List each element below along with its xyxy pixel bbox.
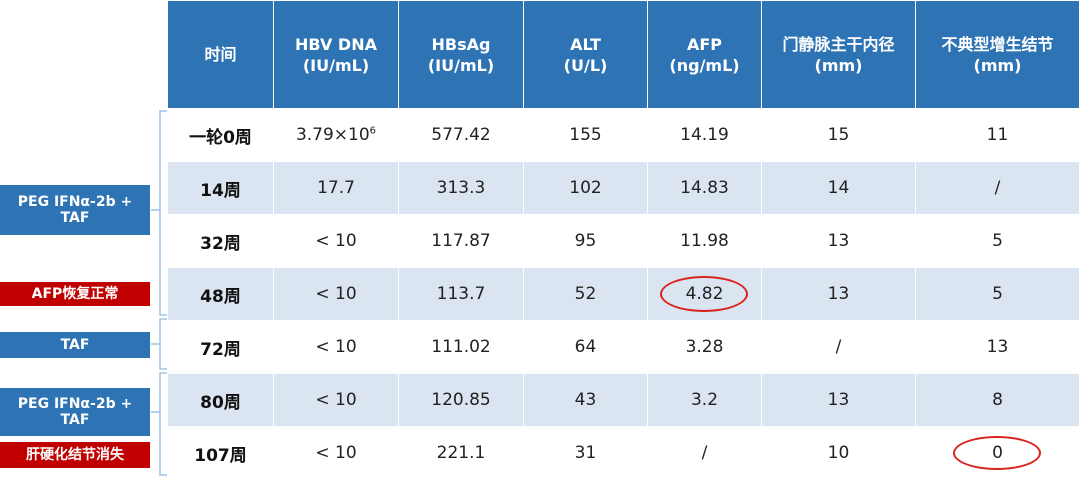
afp-value: 4.82 [685, 284, 724, 304]
bracket-phase-2 [150, 318, 170, 370]
cell-hbv-dna: < 10 [273, 214, 399, 268]
cell-time: 32周 [167, 214, 274, 268]
cell-portal-vein: 10 [761, 426, 916, 480]
treatment-timeline-table: 时间 HBV DNA (IU/mL) HBsAg (IU/mL) ALT (U/… [167, 0, 1080, 480]
cell-alt: 52 [523, 267, 648, 321]
cell-nodule: 11 [915, 108, 1080, 162]
cell-nodule: 0 [915, 426, 1080, 480]
cell-alt: 31 [523, 426, 648, 480]
cell-hbsag: 117.87 [398, 214, 524, 268]
cell-afp: 4.82 [647, 267, 762, 321]
header-alt: ALT (U/L) [523, 0, 648, 109]
cell-nodule: 5 [915, 267, 1080, 321]
table-row: 80周 < 10 120.85 43 3.2 13 8 [167, 373, 1080, 427]
cell-portal-vein: 13 [761, 214, 916, 268]
header-afp: AFP (ng/mL) [647, 0, 762, 109]
cell-time: 14周 [167, 161, 274, 215]
nodule-highlight: 0 [953, 436, 1042, 470]
label-peg-ifn-taf-2: PEG IFNα-2b + TAF [0, 388, 150, 436]
cell-nodule: 13 [915, 320, 1080, 374]
nodule-value: 0 [992, 443, 1003, 463]
header-row: 时间 HBV DNA (IU/mL) HBsAg (IU/mL) ALT (U/… [167, 0, 1080, 109]
cell-time: 48周 [167, 267, 274, 321]
header-hbsag: HBsAg (IU/mL) [398, 0, 524, 109]
table-row: 14周 17.7 313.3 102 14.83 14 / [167, 161, 1080, 215]
header-portal-vein: 门静脉主干内径 (mm) [761, 0, 916, 109]
cell-time: 一轮0周 [167, 108, 274, 162]
cell-nodule: 5 [915, 214, 1080, 268]
cell-alt: 155 [523, 108, 648, 162]
cell-afp: 14.19 [647, 108, 762, 162]
cell-alt: 95 [523, 214, 648, 268]
header-time: 时间 [167, 0, 274, 109]
table-row: 一轮0周 3.79×106 577.42 155 14.19 15 11 [167, 108, 1080, 162]
cell-afp: 11.98 [647, 214, 762, 268]
cell-afp: 14.83 [647, 161, 762, 215]
label-nodule-disappeared: 肝硬化结节消失 [0, 442, 150, 468]
cell-portal-vein: 13 [761, 267, 916, 321]
cell-hbv-dna: 17.7 [273, 161, 399, 215]
cell-hbv-dna: < 10 [273, 320, 399, 374]
label-afp-normalized: AFP恢复正常 [0, 282, 150, 306]
table-row: 48周 < 10 113.7 52 4.82 13 5 [167, 267, 1080, 321]
cell-alt: 102 [523, 161, 648, 215]
cell-time: 80周 [167, 373, 274, 427]
table-row: 72周 < 10 111.02 64 3.28 / 13 [167, 320, 1080, 374]
cell-afp: 3.28 [647, 320, 762, 374]
cell-hbsag: 577.42 [398, 108, 524, 162]
cell-nodule: / [915, 161, 1080, 215]
cell-time: 72周 [167, 320, 274, 374]
cell-nodule: 8 [915, 373, 1080, 427]
cell-afp: / [647, 426, 762, 480]
afp-highlight: 4.82 [660, 276, 749, 312]
cell-hbsag: 111.02 [398, 320, 524, 374]
hbv-base: 3.79×10 [295, 125, 370, 145]
cell-alt: 43 [523, 373, 648, 427]
bracket-phase-1 [150, 110, 170, 316]
label-peg-ifn-taf-1: PEG IFNα-2b + TAF [0, 185, 150, 235]
cell-portal-vein: 15 [761, 108, 916, 162]
hbv-exponent: 6 [369, 125, 377, 137]
header-hbv-dna: HBV DNA (IU/mL) [273, 0, 399, 109]
cell-hbsag: 221.1 [398, 426, 524, 480]
cell-portal-vein: 14 [761, 161, 916, 215]
cell-portal-vein: 13 [761, 373, 916, 427]
cell-hbsag: 313.3 [398, 161, 524, 215]
bracket-phase-3 [150, 372, 170, 476]
cell-alt: 64 [523, 320, 648, 374]
cell-time: 107周 [167, 426, 274, 480]
cell-afp: 3.2 [647, 373, 762, 427]
table-row: 32周 < 10 117.87 95 11.98 13 5 [167, 214, 1080, 268]
cell-hbsag: 120.85 [398, 373, 524, 427]
header-nodule: 不典型增生结节 (mm) [915, 0, 1080, 109]
cell-hbv-dna: < 10 [273, 426, 399, 480]
cell-hbv-dna: 3.79×106 [273, 108, 399, 162]
cell-hbv-dna: < 10 [273, 267, 399, 321]
table-row: 107周 < 10 221.1 31 / 10 0 [167, 426, 1080, 480]
cell-hbv-dna: < 10 [273, 373, 399, 427]
cell-portal-vein: / [761, 320, 916, 374]
label-taf: TAF [0, 332, 150, 358]
cell-hbsag: 113.7 [398, 267, 524, 321]
